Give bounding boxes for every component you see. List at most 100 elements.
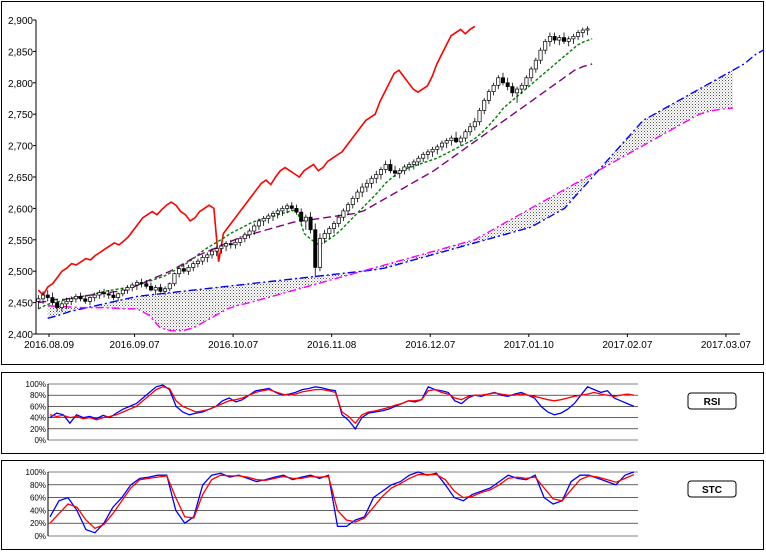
candle-body	[355, 191, 360, 199]
candle-body	[566, 38, 571, 42]
candle-body	[224, 243, 229, 247]
candle-body	[308, 216, 313, 231]
candle-body	[346, 204, 351, 212]
candle-body	[69, 298, 74, 302]
candle-body	[496, 77, 501, 86]
candle-body	[543, 41, 548, 51]
candle-body	[341, 210, 346, 218]
x-tick-label: 2016.12.07	[405, 340, 455, 351]
candle-body	[369, 177, 374, 184]
ichimoku-chart: 2,400 2,450 2,500 2,550 2,600 2,650 2,700 2,750…	[8, 16, 763, 351]
candle-body	[210, 250, 214, 256]
y-tick-label: 20%	[30, 425, 46, 434]
candle-body	[285, 205, 290, 209]
y-tick-label: 40%	[30, 506, 46, 515]
candle-body	[449, 137, 454, 141]
candle-body	[87, 297, 92, 302]
candle-body	[233, 241, 238, 246]
candle-body	[205, 254, 210, 258]
candle-body	[219, 245, 224, 249]
candle-body	[177, 268, 182, 275]
ichimoku-cloud	[47, 70, 733, 331]
candle-body	[191, 263, 196, 268]
candle-body	[195, 260, 200, 265]
candle-body	[139, 282, 144, 285]
candle-body	[45, 294, 50, 298]
candle-body	[158, 287, 163, 292]
candle-body	[92, 294, 97, 298]
candle-body	[562, 37, 566, 42]
candle-body	[289, 205, 294, 209]
candle-body	[73, 295, 78, 300]
candle-body	[280, 208, 285, 212]
candle-body	[242, 234, 247, 239]
candle-body	[505, 82, 510, 87]
candle-body	[327, 228, 332, 234]
ichimoku-chart-panel: 2,400 2,450 2,500 2,550 2,600 2,650 2,700 2,750…	[1, 1, 764, 365]
candle-body	[97, 292, 102, 296]
indicator-tag: RSI	[704, 397, 721, 408]
candle-body	[228, 243, 233, 246]
candle-body	[552, 35, 557, 41]
candle-body	[266, 215, 271, 219]
candle-body	[261, 218, 266, 222]
candle-body	[360, 186, 365, 193]
y-tick-label: 40%	[30, 414, 46, 423]
series-line-spanA	[47, 49, 763, 319]
candle-body	[486, 91, 491, 101]
candle-body	[172, 273, 177, 285]
candle-body	[416, 157, 421, 163]
candle-body	[547, 35, 552, 42]
candle-body	[411, 161, 416, 165]
candle-body	[383, 164, 388, 170]
series-line-blue	[49, 384, 635, 430]
series-line-upper	[37, 25, 476, 297]
series-line-base	[38, 63, 593, 304]
y-tick-label: 80%	[30, 391, 46, 400]
x-tick-label: 2017.01.10	[504, 340, 554, 351]
y-tick-label: 2,700	[8, 142, 33, 153]
x-tick-label: 2017.02.07	[602, 340, 652, 351]
candle-body	[271, 213, 276, 217]
candle-body	[64, 300, 69, 305]
candle-body	[294, 208, 299, 213]
candle-body	[130, 284, 135, 288]
candle-body	[500, 77, 505, 84]
candle-body	[378, 169, 383, 175]
candle-body	[515, 88, 520, 94]
y-tick-label: 2,800	[8, 79, 33, 90]
indicator-tag-box	[687, 392, 737, 410]
candle-body	[317, 238, 322, 268]
candle-body	[299, 211, 304, 222]
candle-body	[444, 140, 449, 144]
y-tick-label: 2,600	[8, 204, 33, 215]
candle-body	[407, 164, 412, 168]
candle-body	[111, 294, 116, 298]
candle-body	[303, 216, 308, 222]
candle-body	[580, 29, 585, 33]
y-tick-label: 2,550	[8, 236, 33, 247]
candle-body	[55, 302, 60, 308]
candle-body	[491, 84, 496, 92]
candle-body	[393, 170, 398, 174]
candle-body	[482, 100, 487, 111]
x-tick-label: 2016.10.07	[208, 340, 258, 351]
candle-body	[425, 151, 430, 155]
candle-body	[468, 126, 473, 133]
x-tick-label: 2016.11.08	[307, 340, 357, 351]
candle-body	[167, 283, 172, 290]
candle-body	[214, 248, 219, 252]
candle-body	[529, 68, 534, 79]
y-tick-label: 2,650	[8, 173, 33, 184]
y-tick-label: 100%	[26, 380, 46, 389]
candle-body	[364, 182, 369, 188]
candle-body	[435, 146, 440, 150]
candle-body	[585, 28, 590, 31]
indicator-tag-box	[687, 480, 737, 498]
candle-body	[144, 283, 149, 287]
y-tick-label: 2,900	[8, 16, 33, 27]
y-tick-label: 2,750	[8, 110, 33, 121]
candle-body	[120, 289, 125, 295]
candle-body	[322, 233, 327, 239]
series-line-spanB	[47, 107, 734, 332]
